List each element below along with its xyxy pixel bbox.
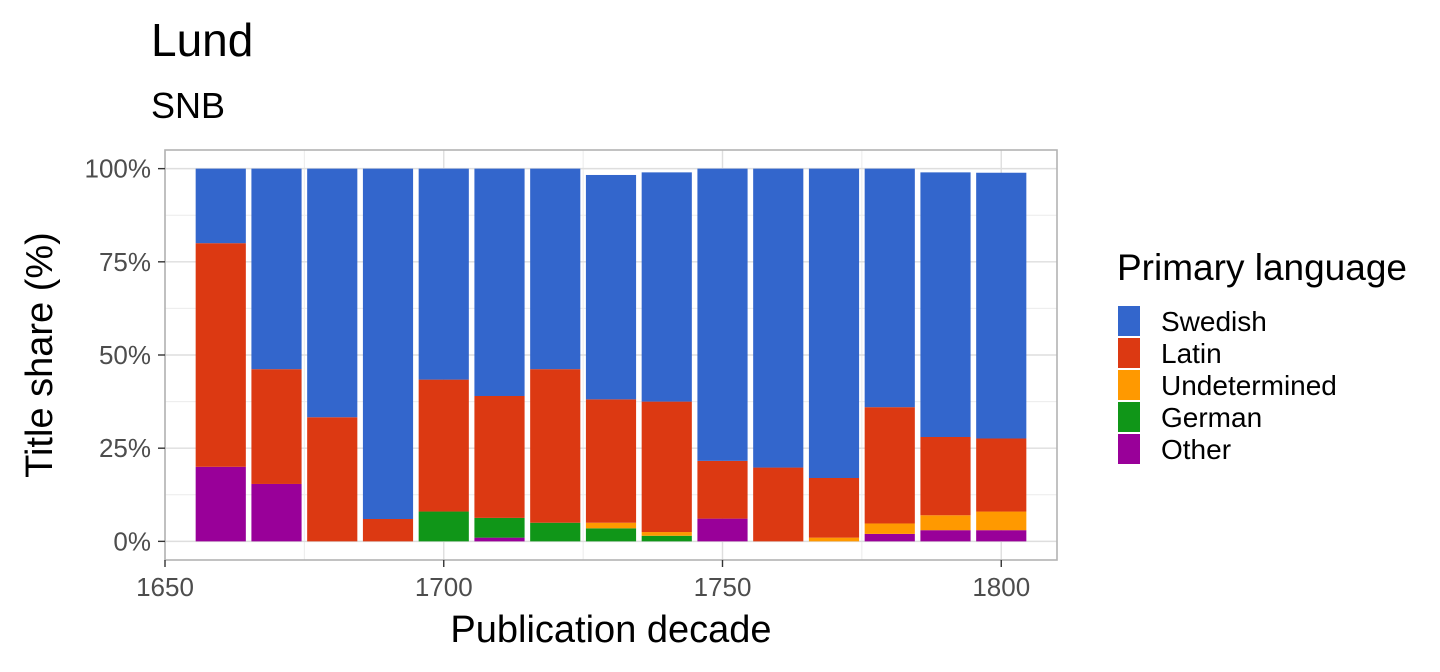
- legend-key-other: [1118, 434, 1140, 464]
- y-tick-label: 50%: [99, 340, 151, 370]
- bar-swedish-1730: [585, 174, 637, 400]
- bar-swedish-1670: [251, 168, 302, 370]
- legend-label-swedish: Swedish: [1161, 306, 1267, 337]
- bar-other-1800: [976, 530, 1027, 542]
- bar-swedish-1790: [920, 172, 971, 437]
- bar-latin-1740: [641, 401, 692, 533]
- legend-label-undetermined: Undetermined: [1161, 370, 1337, 401]
- bar-other-1780: [864, 533, 915, 542]
- bar-undetermined-1770: [808, 537, 860, 542]
- bar-swedish-1780: [864, 168, 915, 408]
- bar-latin-1720: [530, 369, 581, 523]
- bar-latin-1790: [920, 437, 971, 516]
- bar-german-1740: [641, 535, 692, 542]
- y-tick-label: 25%: [99, 433, 151, 463]
- x-tick-label: 1700: [415, 572, 473, 602]
- bar-undetermined-1790: [920, 515, 971, 531]
- x-tick-label: 1650: [136, 572, 194, 602]
- legend-key-german: [1118, 402, 1140, 432]
- x-axis-title: Publication decade: [450, 609, 771, 651]
- bar-latin-1670: [251, 369, 302, 484]
- legend-label-german: German: [1161, 402, 1262, 433]
- bar-swedish-1740: [641, 172, 692, 402]
- chart-title: Lund: [151, 14, 253, 66]
- y-tick-label: 100%: [85, 154, 152, 184]
- bar-undetermined-1730: [585, 522, 637, 529]
- bar-other-1750: [697, 518, 748, 542]
- y-tick-label: 75%: [99, 247, 151, 277]
- bar-swedish-1690: [362, 168, 414, 520]
- legend: Primary language SwedishLatinUndetermined…: [1117, 247, 1407, 465]
- bar-latin-1680: [307, 417, 358, 542]
- bar-undetermined-1800: [976, 511, 1027, 531]
- y-tick-label: 0%: [113, 526, 151, 556]
- bar-latin-1800: [976, 438, 1027, 512]
- bar-latin-1700: [418, 379, 469, 512]
- legend-label-latin: Latin: [1161, 338, 1222, 369]
- bar-german-1710: [474, 517, 525, 538]
- bar-other-1790: [920, 530, 971, 542]
- y-axis-title: Title share (%): [19, 232, 61, 478]
- bar-latin-1660: [195, 243, 246, 467]
- bar-swedish-1680: [307, 168, 358, 418]
- bar-swedish-1710: [474, 168, 525, 396]
- bar-swedish-1660: [195, 168, 246, 244]
- bar-latin-1690: [362, 519, 414, 542]
- bar-other-1660: [195, 466, 246, 542]
- bar-swedish-1700: [418, 168, 469, 380]
- bar-german-1700: [418, 511, 469, 542]
- bar-swedish-1720: [530, 168, 581, 370]
- plot-area: 0% 25% 50% 75% 100% 1650 1700 1750 1800 Publicati…: [19, 149, 1058, 651]
- bar-latin-1750: [697, 460, 748, 519]
- bar-undetermined-1740: [641, 532, 692, 536]
- x-tick-label: 1750: [694, 572, 752, 602]
- bar-swedish-1770: [808, 168, 860, 479]
- bar-latin-1730: [585, 399, 637, 523]
- bar-german-1720: [530, 522, 581, 542]
- bar-swedish-1750: [697, 168, 748, 461]
- bar-swedish-1800: [976, 172, 1027, 439]
- bar-german-1730: [585, 528, 637, 542]
- bar-swedish-1760: [753, 168, 804, 468]
- legend-key-undetermined: [1118, 370, 1140, 400]
- bar-other-1710: [474, 537, 525, 542]
- legend-key-latin: [1118, 338, 1140, 368]
- bar-latin-1760: [753, 467, 804, 542]
- bar-undetermined-1780: [864, 523, 915, 534]
- legend-key-swedish: [1118, 306, 1140, 336]
- bar-latin-1770: [808, 478, 860, 538]
- chart-subtitle: SNB: [151, 85, 225, 126]
- bar-latin-1780: [864, 407, 915, 524]
- legend-title: Primary language: [1117, 247, 1407, 288]
- bar-latin-1710: [474, 396, 525, 518]
- x-tick-label: 1800: [972, 572, 1030, 602]
- legend-label-other: Other: [1161, 434, 1231, 465]
- bar-other-1670: [251, 483, 302, 542]
